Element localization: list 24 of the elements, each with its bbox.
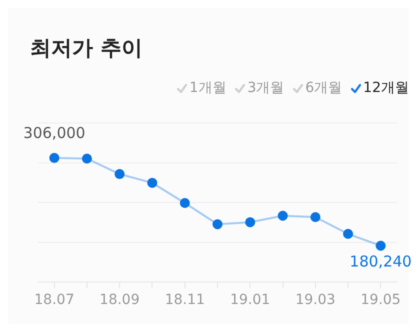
- point: [343, 228, 354, 239]
- text: 6개월: [305, 79, 342, 97]
- point: [376, 240, 386, 251]
- x-tick-label: 18.09: [100, 292, 140, 308]
- text: 3개월: [247, 79, 284, 97]
- point: [49, 152, 60, 163]
- point: [278, 210, 288, 221]
- point: [245, 217, 256, 228]
- point: [310, 212, 320, 222]
- point: [82, 154, 92, 164]
- point: [114, 169, 125, 180]
- chart-title: 최저가 추이: [30, 35, 142, 62]
- x-tick-label: 19.01: [230, 292, 270, 308]
- x-tick-label: 19.05: [360, 292, 401, 308]
- text: 12개월: [363, 79, 409, 97]
- point: [180, 198, 190, 208]
- data-label: 180,240: [350, 252, 412, 271]
- x-tick-label: 18.07: [34, 292, 74, 308]
- text: 1개월: [189, 79, 226, 97]
- point: [212, 219, 222, 230]
- x-tick-label: 18.11: [164, 292, 205, 308]
- x-tick-label: 19.03: [295, 292, 336, 308]
- point: [147, 178, 158, 188]
- data-label: 306,000: [23, 124, 86, 142]
